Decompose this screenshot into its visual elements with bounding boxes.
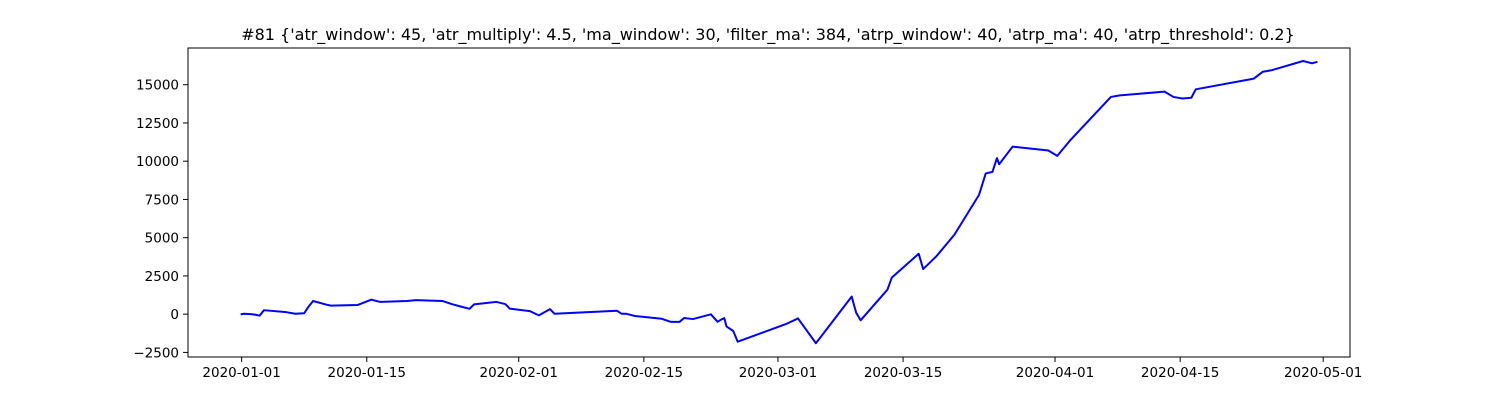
x-tick-label: 2020-03-15	[864, 365, 942, 381]
chart-title: #81 {'atr_window': 45, 'atr_multiply': 4…	[241, 25, 1295, 45]
plot-frame	[187, 47, 1351, 358]
x-tick-label: 2020-04-01	[1016, 365, 1094, 381]
x-tick-label: 2020-04-15	[1141, 365, 1219, 381]
y-tick-label: 10000	[136, 154, 179, 170]
series-line	[240, 60, 1318, 345]
y-tick-label: 2500	[145, 269, 179, 285]
y-tick-label: 12500	[136, 116, 179, 132]
x-tick-label: 2020-01-01	[202, 365, 280, 381]
y-tick-label: 0	[170, 307, 179, 323]
y-tick-label: 7500	[145, 192, 179, 208]
x-tick-label: 2020-05-01	[1284, 365, 1362, 381]
y-tick-label: 5000	[145, 231, 179, 247]
y-tick-label: −2500	[133, 345, 179, 361]
x-tick-label: 2020-02-01	[479, 365, 557, 381]
plot-area	[240, 60, 1318, 345]
y-tick-label: 15000	[136, 78, 179, 94]
x-tick-label: 2020-03-01	[739, 365, 817, 381]
x-tick-label: 2020-02-15	[605, 365, 683, 381]
axes: 2020-01-01 2020-01-15 2020-02-01 2020-02-15…	[133, 47, 1362, 381]
x-tick-label: 2020-01-15	[328, 365, 406, 381]
